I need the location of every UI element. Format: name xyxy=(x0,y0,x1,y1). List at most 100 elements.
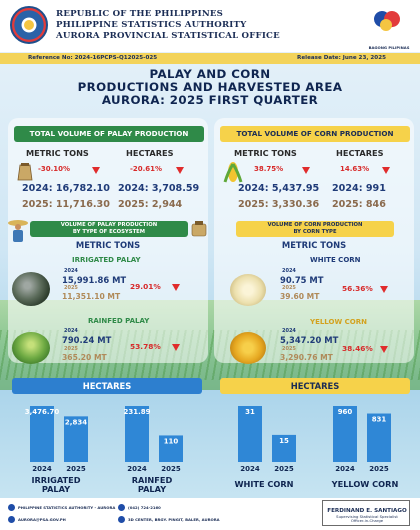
hectares-bar-0-1 xyxy=(64,416,88,462)
corn-hectares-chart: 31 2024 15 2025 960 2024 831 2025 xyxy=(220,396,410,474)
bagong-pilipinas-logo-icon: BAGONG PILIPINAS xyxy=(369,7,409,50)
rainfed-palay-title: RAINFED PALAY xyxy=(88,317,150,325)
rainfed-down-arrow-icon xyxy=(172,344,180,351)
white-corn-category: WHITE CORN xyxy=(234,479,294,489)
palay-panel: TOTAL VOLUME OF PALAY PRODUCTION METRIC … xyxy=(8,118,208,364)
irrigated-palay-category: IRRIGATED PALAY xyxy=(14,476,98,494)
hectares-bar-label-1-3: 831 xyxy=(372,416,387,424)
irrigated-change: 29.01% xyxy=(130,282,161,291)
rainfed-2024-label: 2024 xyxy=(64,328,78,334)
rainfed-palay-category-line-1: RAINFED xyxy=(131,475,173,485)
irrigated-palay-category-line-2: PALAY xyxy=(41,484,71,494)
corn-type-heading-line-2: BY CORN TYPE xyxy=(293,229,337,235)
hectares-bar-label-1-0: 31 xyxy=(245,408,255,416)
hectares-year-label-1-0: 2024 xyxy=(240,465,260,473)
signatory-name: FERDINAND E. SANTIAGO xyxy=(327,508,407,514)
irrigated-2025-value: 11,351.10 MT xyxy=(62,292,121,301)
signatory-role: Supervising Statistical Specialist Offic… xyxy=(323,514,411,524)
irrigated-2024-label: 2024 xyxy=(64,268,78,274)
corn-type-heading: VOLUME OF CORN PRODUCTION BY CORN TYPE xyxy=(236,221,394,237)
signature-box: FERDINAND E. SANTIAGO Supervising Statis… xyxy=(322,500,410,526)
corn-mt-heading: METRIC TONS xyxy=(234,148,297,158)
hectares-bar-label-1-2: 960 xyxy=(338,408,353,416)
footer-facebook: PHILIPPINE STATISTICS AUTHORITY - AURORA xyxy=(18,505,116,510)
yellow-corn-photo xyxy=(230,332,266,364)
yellow-corn-title: YELLOW CORN xyxy=(310,318,367,326)
email-icon xyxy=(8,516,15,523)
white-corn-photo xyxy=(230,274,266,306)
agency-name: REPUBLIC OF THE PHILIPPINES PHILIPPINE S… xyxy=(56,9,280,42)
palay-ha-heading: HECTARES xyxy=(126,148,174,158)
palay-mt-down-arrow-icon xyxy=(92,167,100,174)
rainfed-change: 53.78% xyxy=(130,342,161,351)
palay-ecosystem-heading-line-1: VOLUME OF PALAY PRODUCTION xyxy=(60,222,158,228)
header: REPUBLIC OF THE PHILIPPINES PHILIPPINE S… xyxy=(0,0,420,52)
page-title: PALAY AND CORN PRODUCTIONS AND HARVESTED… xyxy=(0,64,420,116)
rainfed-palay-photo xyxy=(12,332,50,364)
hectares-year-label-0-2: 2024 xyxy=(127,465,147,473)
rainfed-2025-value: 365.20 MT xyxy=(62,353,107,362)
palay-ha-2025: 2025: 2,944 xyxy=(118,199,183,210)
hectares-bar-label-0-0: 3,476.70 xyxy=(25,408,60,416)
rainfed-2024-value: 790.24 MT xyxy=(62,335,112,345)
palay-ecosystem-heading-line-2: BY TYPE OF ECOSYSTEM xyxy=(72,229,146,235)
palay-hectares-chart: 3,476.70 2024 2,834 2025 231.89 2024 110 2025 xyxy=(12,396,202,474)
corn-type-heading-line-1: VOLUME OF CORN PRODUCTION xyxy=(267,222,363,228)
yellow-corn-category: YELLOW CORN xyxy=(331,479,399,489)
hectares-year-label-1-3: 2025 xyxy=(369,465,389,473)
palay-ha-down-arrow-icon xyxy=(176,167,184,174)
release-date: Release Date: June 23, 2025 xyxy=(297,55,386,61)
hectares-year-label-1-2: 2024 xyxy=(335,465,355,473)
irrigated-palay-category-line-1: IRRIGATED xyxy=(31,475,81,485)
yellow-2025-label: 2025 xyxy=(282,346,296,352)
signatory-role-line-1: Supervising Statistical Specialist xyxy=(336,514,398,519)
title-line-3: AURORA: 2025 FIRST QUARTER xyxy=(101,93,319,107)
psa-seal-icon xyxy=(10,6,48,44)
palay-mt-heading: METRIC TONS xyxy=(26,148,89,158)
irrigated-palay-photo xyxy=(12,272,50,306)
palay-mt-2025: 2025: 11,716.30 xyxy=(22,199,110,210)
hectares-bar-1-3 xyxy=(367,413,391,462)
corn-hectares-heading: HECTARES xyxy=(220,378,410,394)
hectares-year-label-0-0: 2024 xyxy=(32,465,52,473)
corn-ha-down-arrow-icon xyxy=(382,167,390,174)
yellow-change: 38.46% xyxy=(342,344,373,353)
white-2024-value: 90.75 MT xyxy=(280,275,324,285)
rainfed-2025-label: 2025 xyxy=(64,346,78,352)
bagong-pilipinas-text: BAGONG PILIPINAS xyxy=(368,45,410,50)
corn-ha-change: 14.63% xyxy=(340,165,370,173)
sack-stack-icon xyxy=(191,221,207,237)
irrigated-2025-label: 2025 xyxy=(64,285,78,291)
palay-mt-2024: 2024: 16,782.10 xyxy=(22,183,110,194)
hectares-year-label-0-3: 2025 xyxy=(161,465,181,473)
rice-sack-icon xyxy=(17,163,33,181)
palay-ecosystem-heading: VOLUME OF PALAY PRODUCTION BY TYPE OF EC… xyxy=(30,221,188,237)
corn-panel: TOTAL VOLUME OF CORN PRODUCTION METRIC T… xyxy=(214,118,414,364)
palay-ha-change: -20.61% xyxy=(130,165,163,173)
irrigated-palay-title: IRRIGATED PALAY xyxy=(72,256,141,264)
palay-hectares-heading: HECTARES xyxy=(12,378,202,394)
corn-production-heading: TOTAL VOLUME OF CORN PRODUCTION xyxy=(220,126,410,142)
corn-metric-title: METRIC TONS xyxy=(281,240,347,250)
corn-cob-icon xyxy=(223,162,243,183)
rainfed-palay-category: RAINFED PALAY xyxy=(110,476,194,494)
phone-icon xyxy=(118,504,125,511)
hectares-bar-0-3 xyxy=(159,435,183,462)
hectares-year-label-1-1: 2025 xyxy=(274,465,294,473)
hectares-bar-1-2 xyxy=(333,406,357,462)
hectares-bar-label-0-3: 110 xyxy=(164,437,179,445)
hectares-bar-1-1 xyxy=(272,434,296,462)
irrigated-2024-value: 15,991.86 MT xyxy=(62,275,127,285)
title-line-2: PRODUCTIONS AND HARVESTED AREA xyxy=(77,80,343,94)
rainfed-palay-category-line-2: PALAY xyxy=(137,484,167,494)
palay-ha-2024: 2024: 3,708.59 xyxy=(118,183,200,194)
title-line-1: PALAY AND CORN xyxy=(149,67,271,81)
white-corn-title: WHITE CORN xyxy=(310,256,361,264)
signatory-role-line-2: Officer-in-Charge xyxy=(350,518,384,524)
hectares-bar-1-0 xyxy=(238,406,262,462)
farmer-icon xyxy=(8,220,28,242)
corn-mt-down-arrow-icon xyxy=(302,167,310,174)
yellow-2024-label: 2024 xyxy=(282,328,296,334)
footer-email: AURORA@PSA.GOV.PH xyxy=(18,517,66,522)
reference-number: Reference No: 2024-16PCPS-Q12025-025 xyxy=(28,55,158,61)
